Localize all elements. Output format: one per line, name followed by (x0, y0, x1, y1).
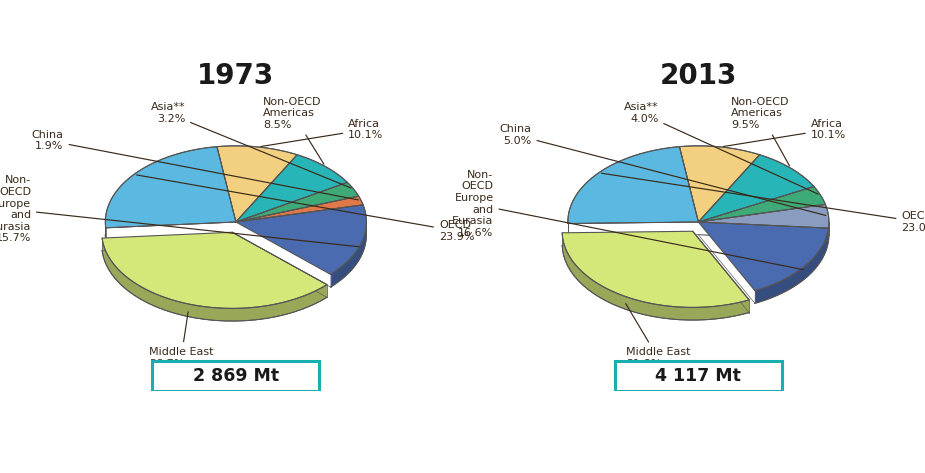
Polygon shape (102, 238, 327, 321)
Polygon shape (236, 196, 363, 222)
Text: China
1.9%: China 1.9% (31, 130, 358, 200)
Polygon shape (679, 146, 759, 222)
Text: 4 117 Mt: 4 117 Mt (656, 367, 741, 385)
Text: Non-OECD
Americas
9.5%: Non-OECD Americas 9.5% (731, 96, 790, 166)
Text: Africa
10.1%: Africa 10.1% (723, 119, 846, 147)
Polygon shape (216, 146, 297, 222)
Polygon shape (236, 205, 366, 274)
Polygon shape (698, 155, 814, 222)
Text: China
5.0%: China 5.0% (500, 124, 826, 216)
Polygon shape (755, 228, 829, 303)
FancyBboxPatch shape (153, 361, 319, 391)
Text: OECD
23.0%: OECD 23.0% (601, 173, 925, 233)
Polygon shape (330, 222, 366, 287)
Text: Non-OECD
Americas
8.5%: Non-OECD Americas 8.5% (263, 96, 324, 164)
Polygon shape (562, 231, 749, 307)
Polygon shape (568, 147, 698, 224)
Text: 2 869 Mt: 2 869 Mt (192, 367, 279, 385)
Text: Africa
10.1%: Africa 10.1% (261, 119, 384, 147)
Polygon shape (698, 186, 825, 222)
Text: Asia**
3.2%: Asia** 3.2% (151, 103, 351, 188)
Text: Asia**
4.0%: Asia** 4.0% (623, 103, 818, 194)
Polygon shape (102, 232, 327, 308)
Polygon shape (236, 155, 347, 222)
Text: Non-
OECD
Europe
and
Eurasia
16.6%: Non- OECD Europe and Eurasia 16.6% (452, 170, 803, 270)
Text: 1973: 1973 (197, 61, 275, 90)
Text: 2013: 2013 (660, 61, 737, 90)
Polygon shape (236, 182, 359, 222)
Text: Middle East
36.7%: Middle East 36.7% (149, 312, 214, 369)
Text: OECD
23.9%: OECD 23.9% (137, 175, 475, 242)
Text: Middle East
31.8%: Middle East 31.8% (625, 304, 690, 369)
Polygon shape (105, 147, 236, 228)
Polygon shape (698, 204, 829, 228)
Polygon shape (562, 233, 749, 320)
Text: Non-
OECD
Europe
and
Eurasia
15.7%: Non- OECD Europe and Eurasia 15.7% (0, 175, 359, 247)
FancyBboxPatch shape (615, 361, 782, 391)
Polygon shape (698, 222, 829, 290)
